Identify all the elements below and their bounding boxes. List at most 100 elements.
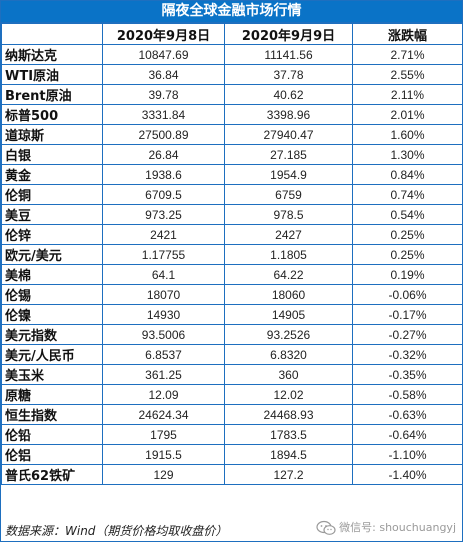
row-name: 美元指数 (1, 324, 103, 345)
table-row: 美豆 973.25 978.5 0.54% (1, 204, 463, 225)
value-date2: 40.62 (224, 84, 353, 105)
table-row: 普氏62铁矿 129 127.2 -1.40% (1, 464, 463, 485)
change-pct: 0.54% (352, 204, 463, 225)
row-name: 标普500 (1, 104, 103, 125)
value-date1: 1938.6 (102, 164, 225, 185)
table-row: 美元指数 93.5006 93.2526 -0.27% (1, 324, 463, 345)
value-date1: 26.84 (102, 144, 225, 165)
value-date2: 27940.47 (224, 124, 353, 145)
value-date1: 1.17755 (102, 244, 225, 265)
table-row: 美玉米 361.25 360 -0.35% (1, 364, 463, 385)
value-date2: 1894.5 (224, 444, 353, 465)
value-date2: 18060 (224, 284, 353, 305)
value-date2: 93.2526 (224, 324, 353, 345)
watermark: 微信号: shouchuangyj (314, 515, 456, 541)
value-date1: 1795 (102, 424, 225, 445)
value-date1: 36.84 (102, 64, 225, 85)
row-name: 普氏62铁矿 (1, 464, 103, 485)
value-date1: 361.25 (102, 364, 225, 385)
change-pct: 0.25% (352, 244, 463, 265)
wechat-icon (316, 520, 336, 535)
table-row: 美元/人民币 6.8537 6.8320 -0.32% (1, 344, 463, 365)
row-name: 纳斯达克 (1, 44, 103, 65)
row-name: 伦铅 (1, 424, 103, 445)
row-name: 伦锡 (1, 284, 103, 305)
row-name: 伦镍 (1, 304, 103, 325)
row-name: 美元/人民币 (1, 344, 103, 365)
value-date2: 12.02 (224, 384, 353, 405)
row-name: 黄金 (1, 164, 103, 185)
change-pct: -0.63% (352, 404, 463, 425)
table-row: 黄金 1938.6 1954.9 0.84% (1, 164, 463, 185)
change-pct: -0.64% (352, 424, 463, 445)
value-date2: 37.78 (224, 64, 353, 85)
column-header-change: 涨跌幅 (352, 23, 463, 45)
table-row: 欧元/美元 1.17755 1.1805 0.25% (1, 244, 463, 265)
table-row: 道琼斯 27500.89 27940.47 1.60% (1, 124, 463, 145)
value-date2: 6759 (224, 184, 353, 205)
change-pct: 2.55% (352, 64, 463, 85)
value-date1: 27500.89 (102, 124, 225, 145)
change-pct: -1.40% (352, 464, 463, 485)
market-table: 2020年9月8日 2020年9月9日 涨跌幅 纳斯达克 10847.69 1114… (1, 23, 463, 485)
table-row: 伦铝 1915.5 1894.5 -1.10% (1, 444, 463, 465)
value-date1: 2421 (102, 224, 225, 245)
footer: 数据来源：Wind（期货价格均取收盘价） 微信号: shouchuangyj (1, 515, 462, 541)
row-name: 道琼斯 (1, 124, 103, 145)
value-date2: 1783.5 (224, 424, 353, 445)
row-name: 美棉 (1, 264, 103, 285)
value-date2: 14905 (224, 304, 353, 325)
change-pct: -0.58% (352, 384, 463, 405)
value-date1: 24624.34 (102, 404, 225, 425)
table-row: 恒生指数 24624.34 24468.93 -0.63% (1, 404, 463, 425)
row-name: 伦铝 (1, 444, 103, 465)
change-pct: 2.71% (352, 44, 463, 65)
value-date1: 39.78 (102, 84, 225, 105)
value-date2: 6.8320 (224, 344, 353, 365)
change-pct: -0.35% (352, 364, 463, 385)
change-pct: 1.30% (352, 144, 463, 165)
table-row: 纳斯达克 10847.69 11141.56 2.71% (1, 44, 463, 65)
value-date1: 18070 (102, 284, 225, 305)
change-pct: 0.25% (352, 224, 463, 245)
table-body: 纳斯达克 10847.69 11141.56 2.71% WTI原油 36.84 37.78… (1, 44, 463, 485)
header-row: 2020年9月8日 2020年9月9日 涨跌幅 (1, 23, 463, 45)
table-row: 伦铜 6709.5 6759 0.74% (1, 184, 463, 205)
change-pct: 0.19% (352, 264, 463, 285)
column-header-name (1, 23, 103, 45)
value-date2: 27.185 (224, 144, 353, 165)
table-row: Brent原油 39.78 40.62 2.11% (1, 84, 463, 105)
row-name: 欧元/美元 (1, 244, 103, 265)
value-date1: 10847.69 (102, 44, 225, 65)
value-date2: 360 (224, 364, 353, 385)
column-header-date1: 2020年9月8日 (102, 23, 225, 45)
table-row: 白银 26.84 27.185 1.30% (1, 144, 463, 165)
value-date2: 24468.93 (224, 404, 353, 425)
change-pct: 0.84% (352, 164, 463, 185)
table-row: 美棉 64.1 64.22 0.19% (1, 264, 463, 285)
column-header-date2: 2020年9月9日 (224, 23, 353, 45)
value-date1: 6.8537 (102, 344, 225, 365)
watermark-text: 微信号: shouchuangyj (339, 521, 456, 534)
change-pct: 2.01% (352, 104, 463, 125)
row-name: 美玉米 (1, 364, 103, 385)
table-row: 伦铅 1795 1783.5 -0.64% (1, 424, 463, 445)
value-date1: 93.5006 (102, 324, 225, 345)
value-date1: 3331.84 (102, 104, 225, 125)
data-source-note: 数据来源：Wind（期货价格均取收盘价） (5, 524, 228, 538)
value-date2: 2427 (224, 224, 353, 245)
table-row: 标普500 3331.84 3398.96 2.01% (1, 104, 463, 125)
value-date2: 64.22 (224, 264, 353, 285)
value-date1: 6709.5 (102, 184, 225, 205)
change-pct: -0.27% (352, 324, 463, 345)
row-name: 白银 (1, 144, 103, 165)
row-name: Brent原油 (1, 84, 103, 105)
value-date1: 14930 (102, 304, 225, 325)
change-pct: -0.06% (352, 284, 463, 305)
change-pct: -0.32% (352, 344, 463, 365)
change-pct: -0.17% (352, 304, 463, 325)
row-name: 美豆 (1, 204, 103, 225)
change-pct: -1.10% (352, 444, 463, 465)
value-date2: 127.2 (224, 464, 353, 485)
